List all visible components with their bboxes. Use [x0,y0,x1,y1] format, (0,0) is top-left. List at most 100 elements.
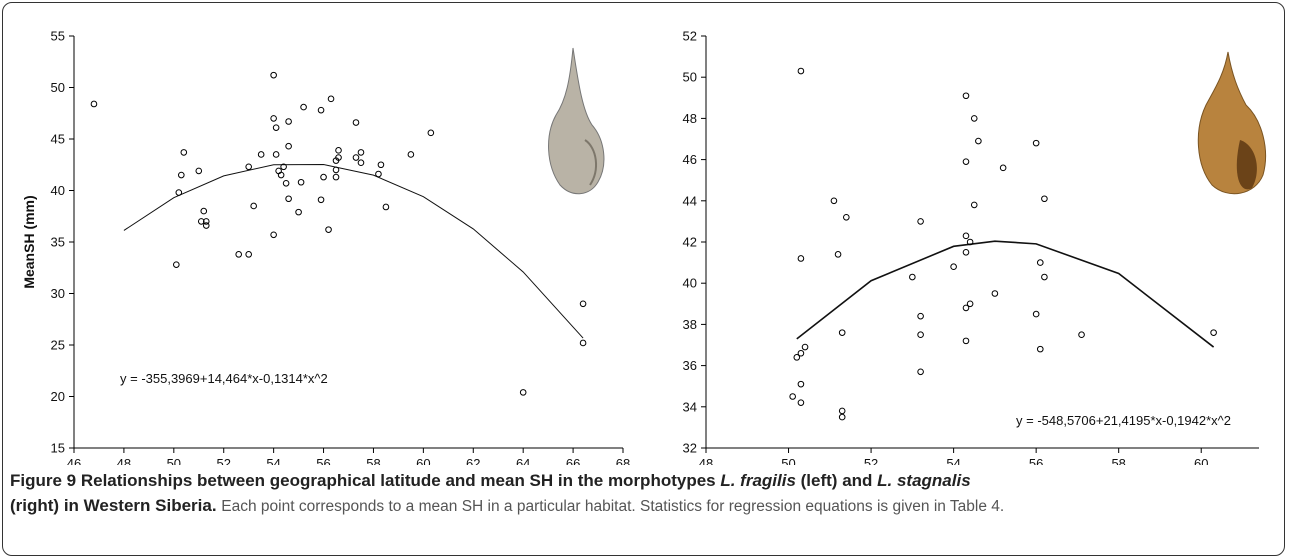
data-point [1078,331,1085,339]
data-point [909,273,916,281]
data-point [962,249,970,256]
data-point [519,389,527,396]
x-tick-label: 68 [616,456,630,465]
x-tick-label: 48 [699,456,713,465]
shell-image-right [1197,51,1267,195]
x-tick-label: 46 [67,456,81,465]
y-tick-label: 44 [683,193,697,208]
y-tick-label: 38 [683,317,697,332]
data-point [579,300,587,308]
data-point [579,339,587,347]
x-tick-label: 54 [266,456,280,465]
data-point [801,343,809,351]
x-tick-label: 48 [117,456,131,465]
x-tick-label: 60 [1194,456,1208,465]
data-point [270,115,277,122]
data-point [838,329,846,336]
data-point [797,399,805,406]
data-point [90,100,98,108]
y-tick-label: 25 [51,338,65,353]
data-point [966,238,974,246]
fit-curve [796,240,1215,348]
data-point [797,349,805,357]
fit-curve [123,164,584,339]
x-tick-label: 56 [316,456,330,465]
y-tick-label: 40 [51,183,65,198]
data-point [320,173,327,181]
data-point [793,354,801,361]
data-point [962,158,970,165]
data-point [282,179,290,187]
data-point [257,151,265,158]
data-point [285,142,292,150]
y-tick-label: 45 [51,132,65,147]
caption-title: Figure 9 Relationships between geographi… [10,471,971,515]
regression-equation: y = -355,3969+14,464*x-0,1314*x^2 [120,371,328,386]
data-point [317,196,325,204]
y-tick-label: 46 [683,152,697,167]
caption-species: L. stagnalis [877,471,971,490]
y-tick-label: 20 [51,389,65,404]
caption-text: Figure 9 Relationships between geographi… [10,471,721,490]
x-tick-label: 58 [1111,456,1125,465]
y-tick-label: 34 [683,399,697,414]
data-point [280,163,287,171]
data-point [285,195,292,203]
data-point [950,263,957,271]
data-point [317,106,325,114]
data-point [407,151,415,158]
y-tick-label: 50 [51,80,65,95]
data-point [245,251,252,258]
y-tick-label: 35 [51,235,65,250]
data-point [797,67,805,75]
data-point [917,331,924,339]
y-tick-label: 30 [51,286,65,301]
data-point [335,154,342,161]
data-point [285,118,292,125]
data-point [332,166,340,174]
data-point [975,137,982,145]
y-tick-label: 32 [683,441,697,456]
figure-caption: Figure 9 Relationships between geographi… [10,468,1010,519]
data-point [838,407,846,415]
data-point [377,161,385,169]
x-tick-label: 50 [781,456,795,465]
data-point [202,222,210,229]
y-tick-label: 42 [683,235,697,250]
data-point [917,312,924,320]
figure-charts: 15 20 25 30 35 40 45 50 55 46 48 50 52 54 56 58 60 62 64 66… [21,29,1267,465]
x-tick-label: 66 [566,456,580,465]
data-point [1036,259,1044,266]
data-point [352,119,360,126]
x-tick-label: 64 [516,456,530,465]
data-point [843,213,850,221]
data-point [962,337,970,345]
data-point [1036,345,1044,353]
data-point [382,203,390,211]
data-point [270,231,277,239]
data-point [991,290,999,297]
data-point [962,304,970,312]
caption-species: L. fragilis [720,471,796,490]
data-point [297,178,305,186]
y-tick-label: 55 [51,29,65,44]
data-point [999,164,1007,172]
data-point [1041,273,1048,281]
data-point [917,218,924,225]
data-point [838,413,846,421]
data-point [797,255,805,262]
y-axis-label: MeanSH (mm) [21,195,37,288]
data-point [1041,195,1048,203]
data-point [245,163,252,171]
data-point [830,197,838,205]
y-tick-label: 48 [683,111,697,126]
data-point [235,251,242,258]
regression-equation: y = -548,5706+21,4195*x-0,1942*x^2 [1016,413,1231,428]
data-point [1032,310,1040,318]
data-point [375,170,382,178]
data-point [789,393,796,400]
data-point [335,147,342,154]
data-point [797,380,805,388]
